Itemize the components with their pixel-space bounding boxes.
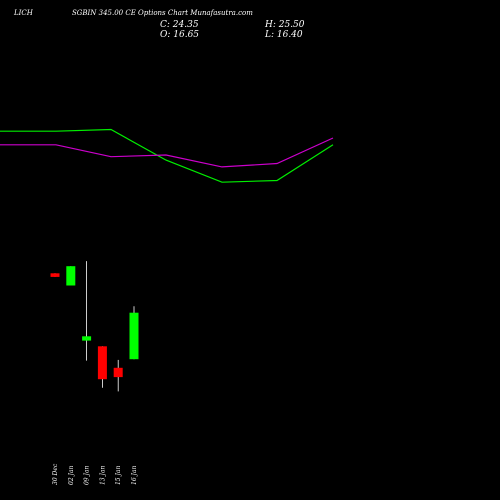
open-value: O: 16.65	[160, 30, 199, 40]
chart-symbol: LICH	[13, 9, 34, 17]
high-value: H: 25.50	[264, 20, 305, 30]
x-tick-label: 30 Dec	[52, 463, 59, 485]
upper-indicator-line	[0, 128, 334, 183]
x-tick-label: 13 Jan	[99, 465, 106, 485]
x-tick-label: 16 Jan	[131, 465, 138, 485]
x-tick-labels: 30 Dec 02 Jan 09 Jan 13 Jan 15 Jan 16 Jan	[52, 463, 138, 485]
indicator-lines	[0, 128, 334, 183]
candles-group	[50, 261, 139, 392]
candle-body	[66, 266, 76, 286]
candle-body	[97, 346, 107, 380]
x-tick-label: 02 Jan	[68, 465, 75, 485]
chart-subtitle: SGBIN 345.00 CE Options Chart Munafasutr…	[72, 9, 253, 17]
candle-body	[50, 273, 60, 277]
close-value: C: 24.35	[160, 20, 199, 30]
candle-body	[113, 367, 123, 378]
lower-indicator-line	[0, 137, 334, 168]
low-value: L: 16.40	[264, 30, 303, 40]
candle-body	[129, 312, 139, 360]
x-tick-label: 15 Jan	[115, 465, 122, 485]
x-tick-label: 09 Jan	[84, 465, 91, 485]
candle-body	[82, 336, 92, 341]
